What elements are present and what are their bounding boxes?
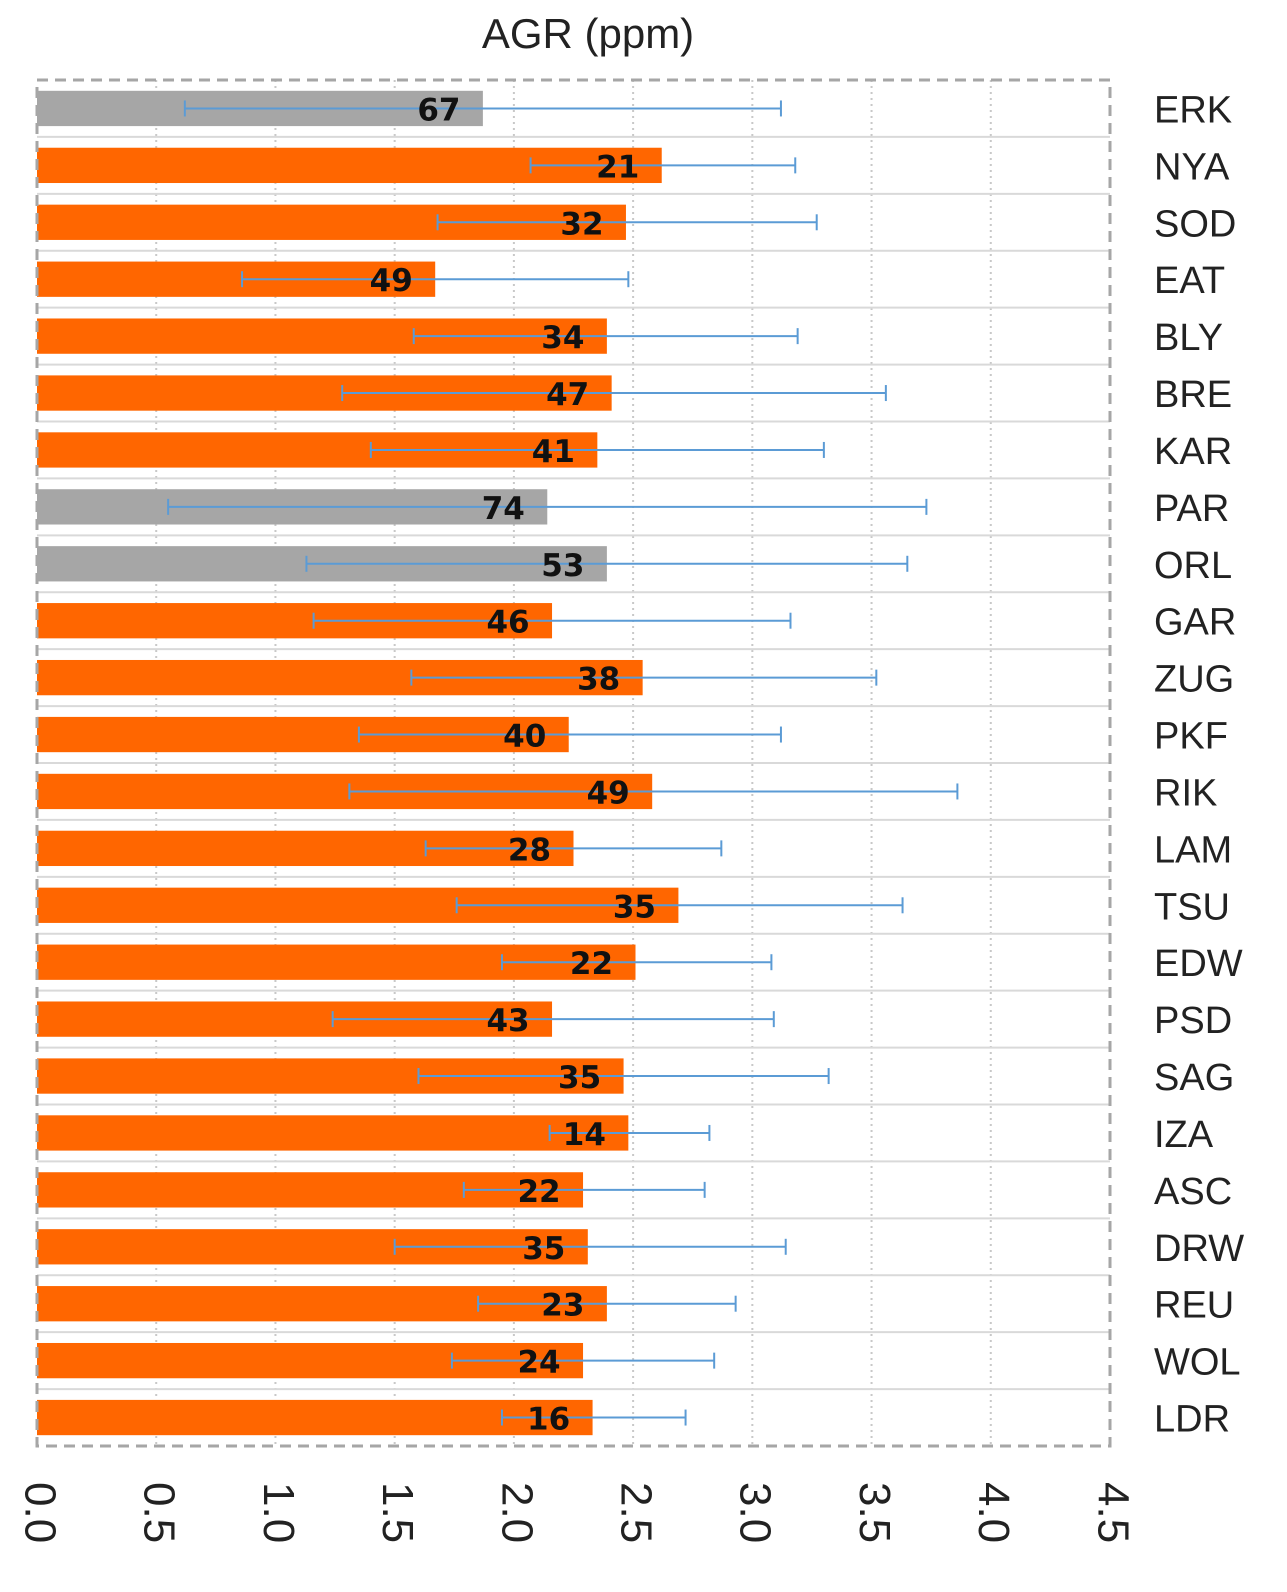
data-label-bre: 47 <box>546 377 589 413</box>
x-tick-label-9: 4.5 <box>1088 1482 1137 1543</box>
gridlines <box>37 80 1110 1446</box>
category-label-nya: NYA <box>1154 146 1230 188</box>
category-label-sod: SOD <box>1154 203 1236 245</box>
category-label-zug: ZUG <box>1154 659 1234 701</box>
category-label-par: PAR <box>1154 488 1229 530</box>
category-label-kar: KAR <box>1154 431 1232 473</box>
data-label-par: 74 <box>482 491 525 527</box>
x-tick-label-1: 0.5 <box>135 1482 184 1543</box>
category-label-pkf: PKF <box>1154 716 1228 758</box>
data-label-wol: 24 <box>517 1345 560 1381</box>
data-label-pkf: 40 <box>503 719 546 755</box>
x-tick-label-6: 3.0 <box>731 1482 780 1543</box>
data-label-ldr: 16 <box>527 1402 570 1438</box>
category-label-psd: PSD <box>1154 1000 1232 1042</box>
data-label-drw: 35 <box>522 1231 565 1267</box>
x-axis-tick-labels: 0.0 0.5 1.0 1.5 2.0 2.5 3.0 3.5 4.0 4.5 <box>15 1482 1137 1543</box>
category-label-gar: GAR <box>1154 602 1236 644</box>
data-labels: 6721324934474174534638404928352243351422… <box>370 92 656 1437</box>
data-label-orl: 53 <box>541 548 584 584</box>
data-label-erk: 67 <box>417 92 460 128</box>
data-label-edw: 22 <box>570 946 613 982</box>
data-label-asc: 22 <box>517 1174 560 1210</box>
data-label-rik: 49 <box>587 775 630 811</box>
data-label-sod: 32 <box>560 206 603 242</box>
x-tick-label-0: 0.0 <box>15 1482 64 1543</box>
error-bars <box>167 100 959 1426</box>
category-label-orl: ORL <box>1154 545 1232 587</box>
category-labels: ERK NYA SOD EAT BLY BRE KAR PAR ORL GAR ZUG PKF RIK L… <box>1154 89 1244 1440</box>
data-label-kar: 41 <box>532 434 575 470</box>
bar-iza <box>37 1115 629 1151</box>
category-label-reu: REU <box>1154 1285 1234 1327</box>
data-label-bly: 34 <box>541 320 584 356</box>
category-label-sag: SAG <box>1154 1057 1234 1099</box>
category-label-rik: RIK <box>1154 772 1217 814</box>
x-tick-label-8: 4.0 <box>969 1482 1018 1543</box>
data-label-nya: 21 <box>596 149 639 185</box>
category-label-eat: EAT <box>1154 260 1225 302</box>
data-label-eat: 49 <box>370 263 413 299</box>
data-label-lam: 28 <box>508 832 551 868</box>
category-label-ldr: LDR <box>1154 1399 1230 1441</box>
x-tick-label-4: 2.0 <box>492 1482 541 1543</box>
data-label-sag: 35 <box>558 1060 601 1096</box>
data-label-tsu: 35 <box>613 889 656 925</box>
data-label-gar: 46 <box>486 605 529 641</box>
category-label-wol: WOL <box>1154 1342 1241 1384</box>
data-label-psd: 43 <box>486 1003 529 1039</box>
category-label-erk: ERK <box>1154 89 1232 131</box>
plot-area-border <box>35 78 1112 1448</box>
category-label-edw: EDW <box>1154 943 1243 985</box>
category-label-tsu: TSU <box>1154 886 1230 928</box>
data-label-zug: 38 <box>577 662 620 698</box>
x-tick-label-7: 3.5 <box>850 1482 899 1543</box>
data-label-iza: 14 <box>563 1117 606 1153</box>
category-label-bre: BRE <box>1154 374 1232 416</box>
x-tick-label-5: 2.5 <box>611 1482 660 1543</box>
category-label-bly: BLY <box>1154 317 1223 359</box>
category-label-asc: ASC <box>1154 1171 1232 1213</box>
bar-ldr <box>37 1399 593 1436</box>
x-tick-label-3: 1.5 <box>373 1482 422 1543</box>
category-label-drw: DRW <box>1154 1228 1244 1270</box>
category-label-lam: LAM <box>1154 829 1232 871</box>
category-label-iza: IZA <box>1154 1114 1214 1156</box>
data-label-reu: 23 <box>541 1288 584 1324</box>
x-tick-label-2: 1.0 <box>254 1482 303 1543</box>
chart-title: AGR (ppm) <box>482 10 694 57</box>
